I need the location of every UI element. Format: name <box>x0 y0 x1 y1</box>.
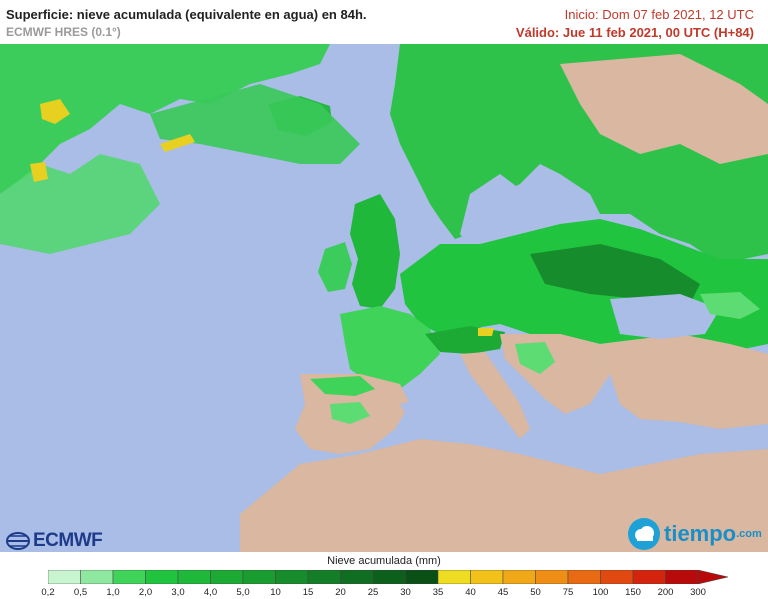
colorbar-segment <box>567 570 601 584</box>
colorbar-segment <box>665 570 699 584</box>
arctic-snow-band <box>150 84 360 164</box>
eastern-europe-dark-band <box>530 244 700 304</box>
baltic-sea <box>460 174 520 249</box>
iberia-snow-central <box>330 402 370 424</box>
colorbar-tick-label: 2,0 <box>138 587 153 598</box>
colorbar-segment <box>437 570 471 584</box>
colorbar-segment <box>340 570 374 584</box>
anatolia <box>600 334 768 429</box>
russia-land-patch <box>560 54 768 164</box>
tiempo-cloud-icon <box>628 518 660 550</box>
iberia-snow-north <box>310 376 375 396</box>
colorbar <box>48 570 728 584</box>
italy <box>460 352 530 439</box>
ecmwf-logo: ECMWF <box>6 530 103 552</box>
colorbar-tick-label: 75 <box>562 587 574 598</box>
colorbar-tick-label: 45 <box>497 587 509 598</box>
colorbar-tick-label: 20 <box>335 587 346 598</box>
europe-snow-map <box>0 44 768 552</box>
colorbar-tick-label: 35 <box>432 587 444 598</box>
tiempo-logo-suffix: .com <box>736 528 762 540</box>
greenland-yellow-patch-1 <box>40 99 70 124</box>
colorbar-tick-label: 1,0 <box>106 587 120 598</box>
greenland-landmass <box>0 44 330 194</box>
colorbar-segment <box>145 570 179 584</box>
init-time: Inicio: Dom 07 feb 2021, 12 UTC <box>564 7 754 22</box>
ecmwf-logo-text: ECMWF <box>33 530 103 551</box>
balkans-snow <box>515 342 555 374</box>
caucasus-snow <box>700 292 760 319</box>
colorbar-segment <box>535 570 569 584</box>
colorbar-segment <box>48 570 81 584</box>
great-britain <box>350 194 400 309</box>
colorbar-tick-label: 100 <box>592 587 609 598</box>
colorbar-tick-label: 25 <box>367 587 379 598</box>
ireland <box>318 242 352 292</box>
greenland-yellow-patch-2 <box>160 134 195 152</box>
colorbar-tick-label: 0,5 <box>73 587 88 598</box>
colorbar-segment <box>600 570 634 584</box>
header: Superficie: nieve acumulada (equivalente… <box>0 0 768 44</box>
colorbar-tick-label: 30 <box>400 587 411 598</box>
colorbar-segment <box>470 570 504 584</box>
colorbar-tick-label: 0,2 <box>41 587 55 598</box>
alps-yellow <box>478 328 494 336</box>
colorbar-tick-label: 3,0 <box>171 587 185 598</box>
colorbar-tick-label: 50 <box>530 587 541 598</box>
colorbar-tick-label: 150 <box>625 587 641 598</box>
colorbar-segment <box>242 570 276 584</box>
colorbar-tick-label: 40 <box>465 587 476 598</box>
colorbar-segment <box>372 570 406 584</box>
colorbar-segment <box>307 570 341 584</box>
mediterranean-sea <box>400 394 700 474</box>
colorbar-segment <box>502 570 536 584</box>
colorbar-tick-label: 5,0 <box>236 587 250 598</box>
colorbar-tick-label: 300 <box>690 587 706 598</box>
colorbar-segment <box>112 570 146 584</box>
colorbar-segment <box>405 570 439 584</box>
colorbar-segment <box>275 570 309 584</box>
colorbar-tick-label: 4,0 <box>203 587 218 598</box>
tiempo-logo: tiempo .com <box>628 516 762 552</box>
france <box>340 306 440 389</box>
colorbar-tick-label: 200 <box>657 587 674 598</box>
greenland-yellow-patch-3 <box>30 162 48 182</box>
colorbar-segment <box>210 570 244 584</box>
colorbar-tick-label: 10 <box>270 587 281 598</box>
map-title: Superficie: nieve acumulada (equivalente… <box>6 7 367 22</box>
black-sea <box>610 294 720 339</box>
colorbar-tick-label: 15 <box>302 587 314 598</box>
map-area[interactable] <box>0 44 768 552</box>
colorbar-arrow <box>697 570 728 584</box>
model-label: ECMWF HRES (0.1°) <box>6 25 121 39</box>
colorbar-segment <box>80 570 114 584</box>
tiempo-logo-text: tiempo <box>664 521 737 546</box>
valid-time: Válido: Jue 11 feb 2021, 00 UTC (H+84) <box>515 25 754 40</box>
colorbar-ticks: 0,2 0,5 1,0 2,0 3,0 4,0 5,0 10 15 20 25 30 35 40 45 50 7… <box>0 587 768 599</box>
ecmwf-globe-icon <box>6 532 30 550</box>
colorbar-segment <box>177 570 211 584</box>
colorbar-segment <box>632 570 666 584</box>
legend-title: Nieve acumulada (mm) <box>327 555 441 567</box>
